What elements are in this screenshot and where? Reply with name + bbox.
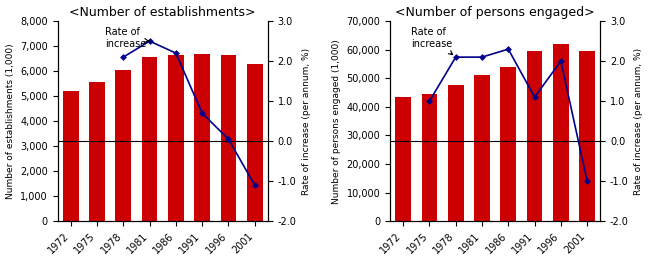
Bar [116, 70, 131, 221]
Y-axis label: Number of establishments (1,000): Number of establishments (1,000) [6, 43, 14, 199]
Bar [63, 91, 79, 221]
Text: Rate of
increase: Rate of increase [105, 27, 149, 49]
Bar [168, 55, 184, 221]
Title: <Number of persons engaged>: <Number of persons engaged> [395, 5, 595, 19]
Bar [395, 97, 411, 221]
Y-axis label: Number of persons engaged (1,000): Number of persons engaged (1,000) [332, 39, 341, 204]
Text: Rate of
increase: Rate of increase [411, 27, 452, 55]
Bar [422, 94, 437, 221]
Bar [448, 85, 463, 221]
Bar [141, 57, 158, 221]
Y-axis label: Rate of increase (per annum, %): Rate of increase (per annum, %) [302, 48, 311, 195]
Bar [527, 51, 543, 221]
Bar [553, 44, 569, 221]
Bar [580, 51, 595, 221]
Bar [247, 64, 263, 221]
Bar [221, 55, 236, 221]
Bar [89, 82, 105, 221]
Bar [500, 67, 516, 221]
Y-axis label: Rate of increase (per annum, %): Rate of increase (per annum, %) [635, 48, 643, 195]
Bar [194, 54, 210, 221]
Title: <Number of establishments>: <Number of establishments> [69, 5, 256, 19]
Bar [474, 75, 490, 221]
